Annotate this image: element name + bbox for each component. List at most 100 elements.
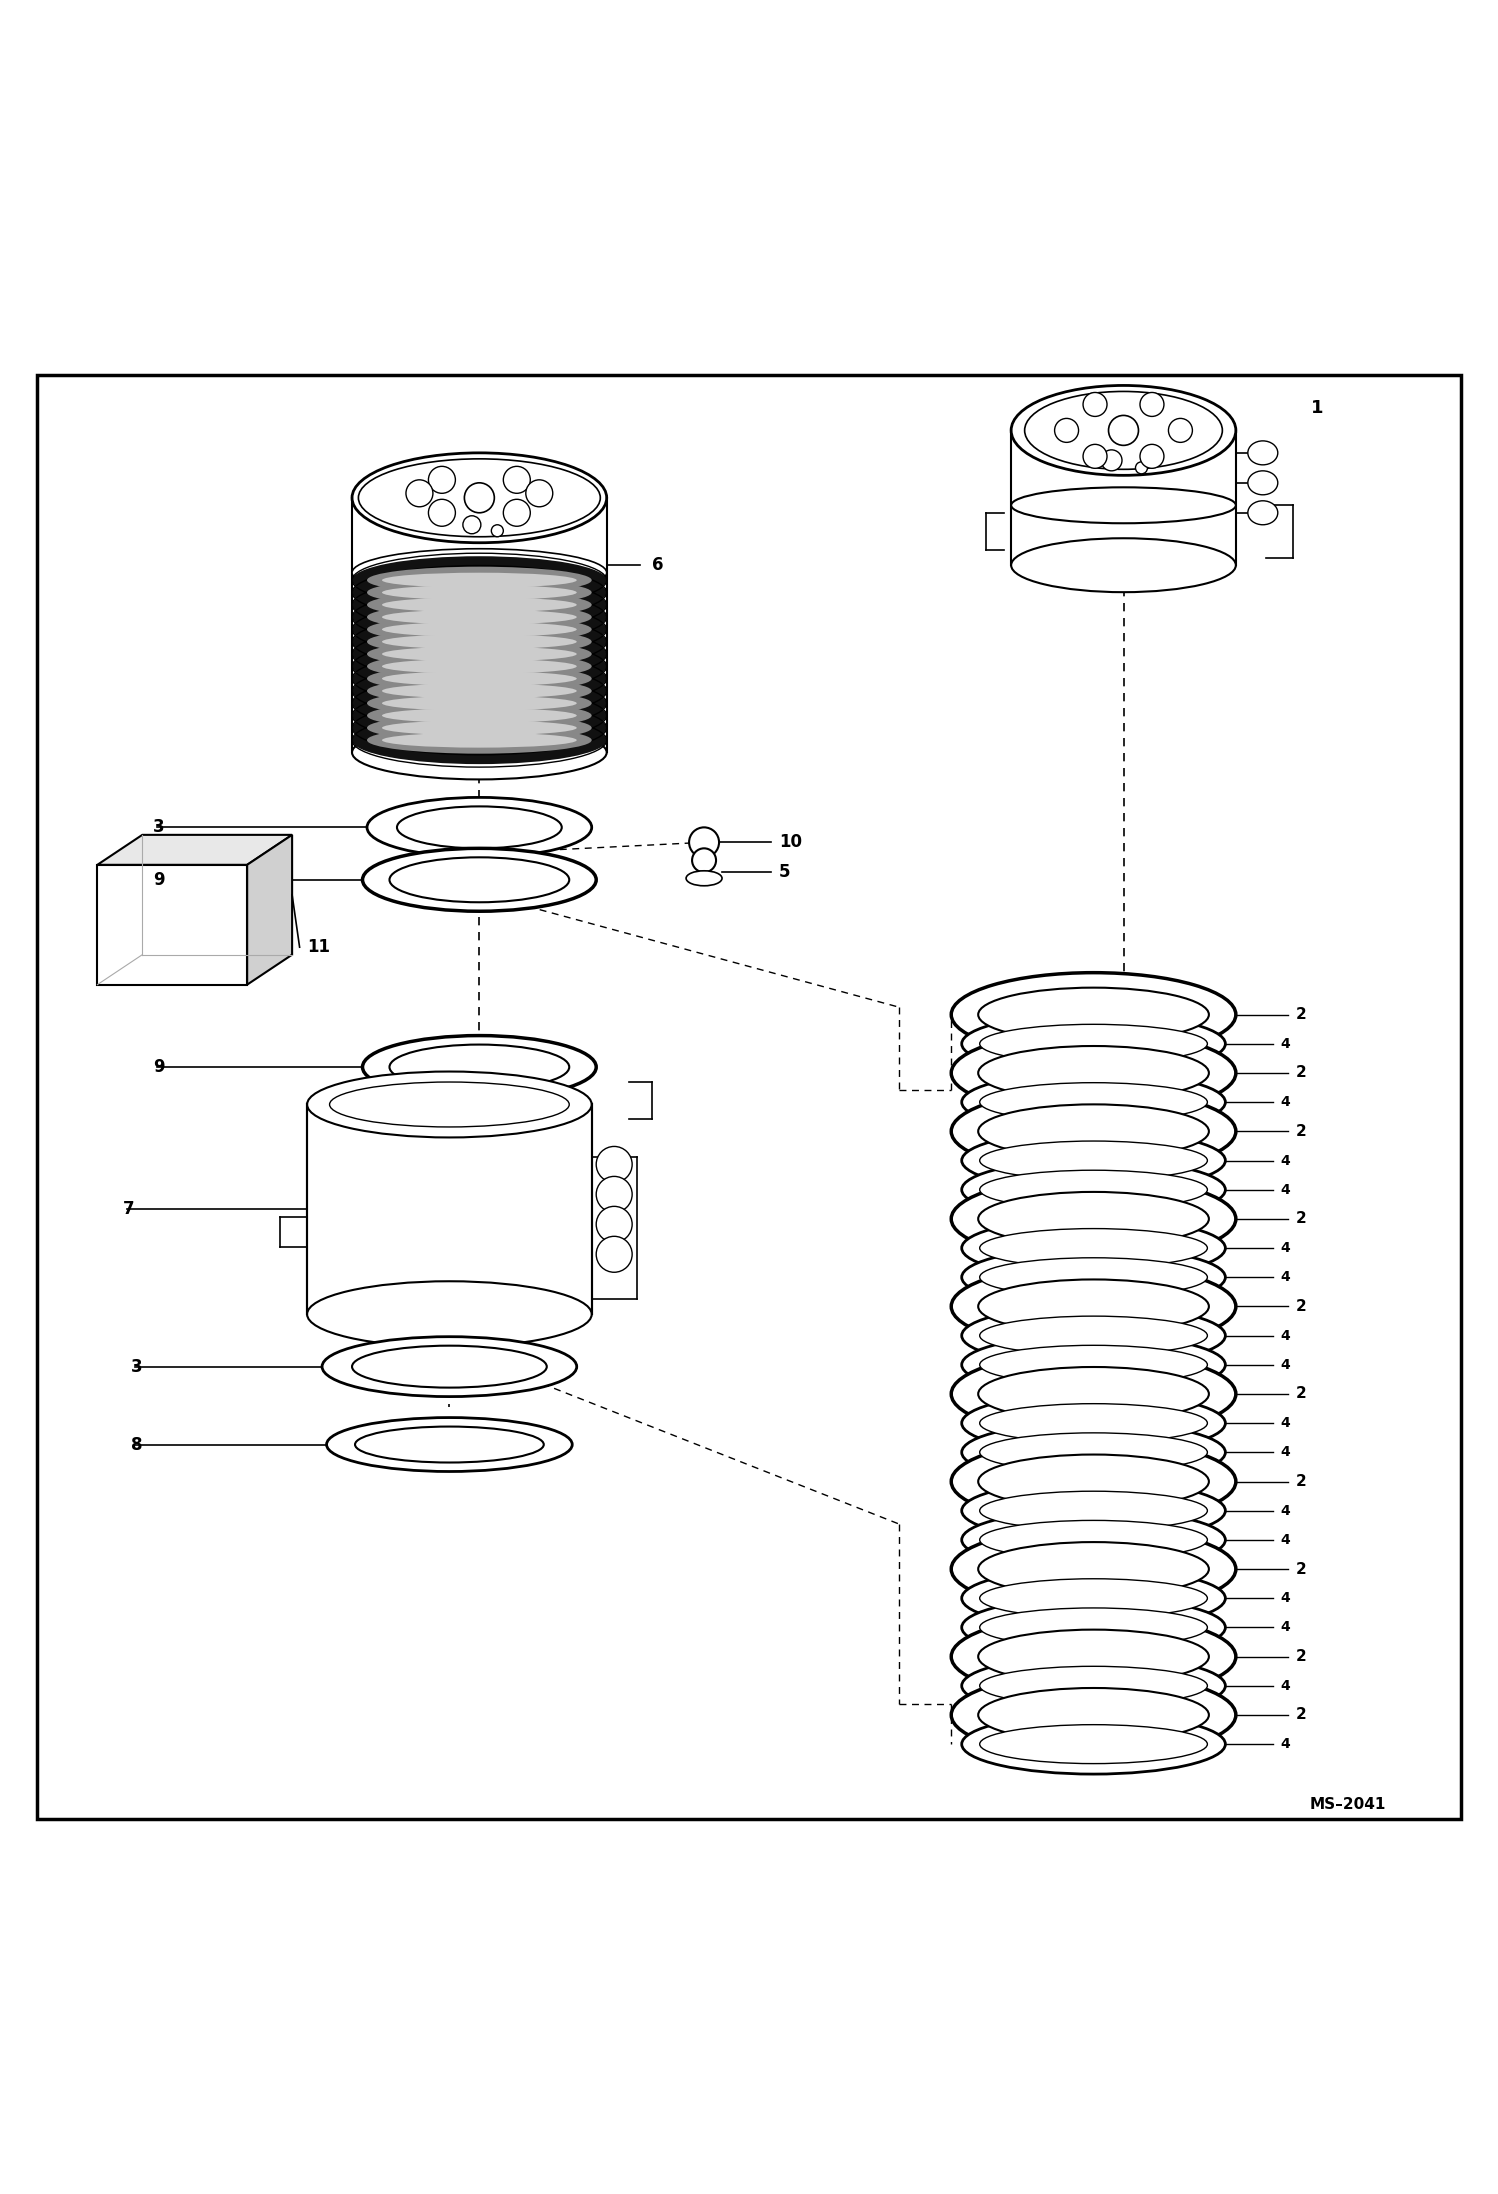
Ellipse shape <box>382 647 577 663</box>
Text: 4: 4 <box>1281 1678 1291 1694</box>
Ellipse shape <box>980 1257 1207 1297</box>
Ellipse shape <box>962 1334 1225 1395</box>
Ellipse shape <box>355 1426 544 1463</box>
Ellipse shape <box>367 627 592 656</box>
Circle shape <box>1083 393 1107 417</box>
Ellipse shape <box>367 641 592 667</box>
Ellipse shape <box>980 1141 1207 1180</box>
Ellipse shape <box>397 807 562 849</box>
Circle shape <box>596 1235 632 1273</box>
Text: 4: 4 <box>1281 1038 1291 1051</box>
Circle shape <box>503 500 530 527</box>
Ellipse shape <box>962 1130 1225 1191</box>
Ellipse shape <box>962 1218 1225 1279</box>
Ellipse shape <box>951 972 1236 1058</box>
Ellipse shape <box>1011 538 1236 592</box>
Ellipse shape <box>382 586 577 599</box>
Text: 2: 2 <box>1296 1123 1306 1139</box>
Ellipse shape <box>352 630 607 678</box>
Text: 4: 4 <box>1281 1738 1291 1751</box>
Circle shape <box>692 849 716 873</box>
Circle shape <box>503 467 530 494</box>
Bar <box>352 489 607 573</box>
Ellipse shape <box>978 1687 1209 1742</box>
Circle shape <box>463 516 481 533</box>
Ellipse shape <box>962 1656 1225 1716</box>
Text: 2: 2 <box>1296 1650 1306 1663</box>
Ellipse shape <box>382 671 577 687</box>
Ellipse shape <box>980 1169 1207 1209</box>
Ellipse shape <box>352 568 607 617</box>
Text: 11: 11 <box>307 939 330 957</box>
Circle shape <box>464 483 494 513</box>
Text: 9: 9 <box>153 1058 165 1075</box>
Ellipse shape <box>1248 441 1278 465</box>
Text: 7: 7 <box>123 1200 135 1218</box>
Circle shape <box>428 467 455 494</box>
Ellipse shape <box>382 720 577 735</box>
Text: 4: 4 <box>1281 1330 1291 1343</box>
Ellipse shape <box>962 1161 1225 1220</box>
Circle shape <box>1055 419 1079 443</box>
Circle shape <box>1168 419 1192 443</box>
Ellipse shape <box>382 709 577 724</box>
Ellipse shape <box>1025 391 1222 470</box>
Ellipse shape <box>951 1439 1236 1523</box>
Ellipse shape <box>352 581 607 630</box>
Ellipse shape <box>980 1520 1207 1560</box>
Ellipse shape <box>367 617 592 643</box>
Ellipse shape <box>367 592 592 619</box>
Ellipse shape <box>980 1492 1207 1529</box>
Ellipse shape <box>389 1044 569 1090</box>
Ellipse shape <box>367 566 592 595</box>
Ellipse shape <box>367 726 592 753</box>
Ellipse shape <box>382 621 577 636</box>
Ellipse shape <box>962 1569 1225 1628</box>
Ellipse shape <box>382 733 577 748</box>
Text: 8: 8 <box>130 1435 142 1455</box>
Ellipse shape <box>978 1367 1209 1422</box>
Text: 4: 4 <box>1281 1534 1291 1547</box>
Ellipse shape <box>962 1014 1225 1073</box>
Text: 2: 2 <box>1296 1066 1306 1079</box>
Text: MS–2041: MS–2041 <box>1309 1797 1386 1812</box>
Ellipse shape <box>382 573 577 588</box>
Polygon shape <box>97 836 292 864</box>
Circle shape <box>1135 463 1147 474</box>
Text: 2: 2 <box>1296 1007 1306 1022</box>
Ellipse shape <box>363 1036 596 1099</box>
Ellipse shape <box>382 597 577 612</box>
Ellipse shape <box>352 452 607 542</box>
Ellipse shape <box>962 1073 1225 1132</box>
Ellipse shape <box>352 592 607 641</box>
Circle shape <box>491 524 503 538</box>
Ellipse shape <box>980 1082 1207 1121</box>
Ellipse shape <box>352 691 607 739</box>
Ellipse shape <box>367 579 592 606</box>
Circle shape <box>1109 415 1138 445</box>
Ellipse shape <box>686 871 722 886</box>
Ellipse shape <box>352 667 607 715</box>
Ellipse shape <box>978 1191 1209 1246</box>
Ellipse shape <box>978 987 1209 1042</box>
Text: 4: 4 <box>1281 1446 1291 1459</box>
Circle shape <box>596 1147 632 1183</box>
Ellipse shape <box>980 1608 1207 1648</box>
Ellipse shape <box>382 610 577 625</box>
Circle shape <box>1140 393 1164 417</box>
Ellipse shape <box>978 1542 1209 1595</box>
Text: 4: 4 <box>1281 1591 1291 1606</box>
Ellipse shape <box>367 654 592 680</box>
Ellipse shape <box>382 658 577 674</box>
Polygon shape <box>247 836 292 985</box>
Ellipse shape <box>980 1433 1207 1472</box>
Ellipse shape <box>978 1047 1209 1099</box>
Ellipse shape <box>327 1417 572 1472</box>
Ellipse shape <box>1248 500 1278 524</box>
Ellipse shape <box>330 1082 569 1128</box>
Ellipse shape <box>367 603 592 630</box>
Ellipse shape <box>367 665 592 691</box>
Circle shape <box>1140 445 1164 467</box>
Text: 2: 2 <box>1296 1211 1306 1226</box>
Text: 2: 2 <box>1296 1387 1306 1402</box>
